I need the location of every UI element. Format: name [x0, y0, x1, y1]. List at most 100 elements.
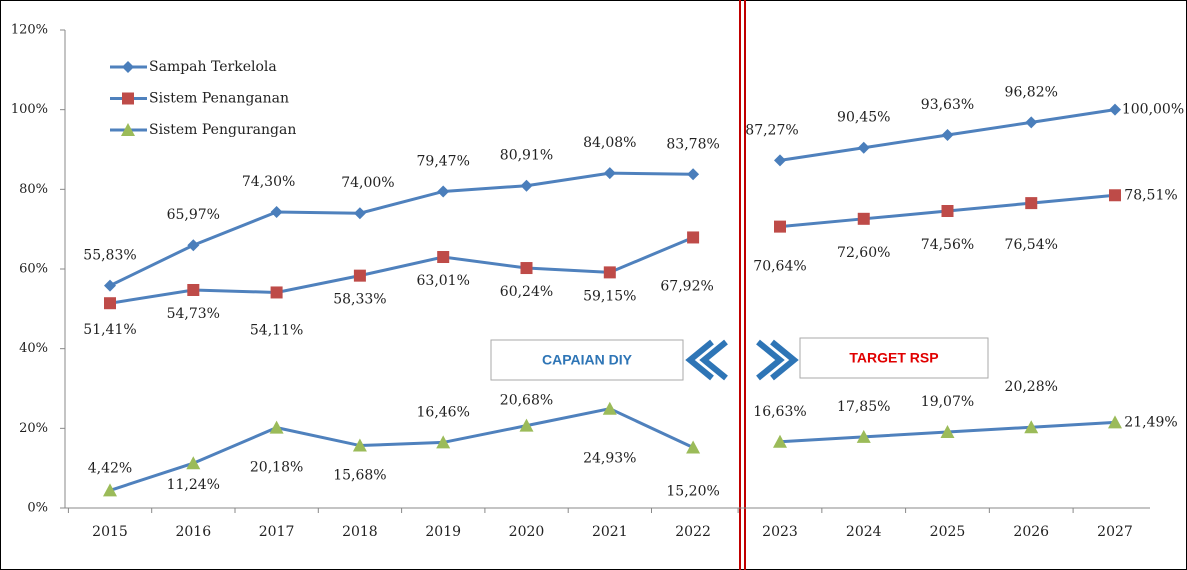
- x-tick-label: 2027: [1097, 524, 1133, 540]
- annotation-box: [799, 337, 989, 379]
- marker: [1024, 420, 1039, 434]
- y-tick-label: 0%: [27, 501, 48, 516]
- data-label: 80,91%: [500, 148, 553, 164]
- data-label: 96,82%: [1005, 84, 1058, 100]
- data-label: 79,47%: [417, 153, 470, 169]
- legend-marker: [122, 92, 134, 105]
- data-label: 72,60%: [837, 245, 890, 261]
- data-label: 90,45%: [837, 110, 890, 126]
- marker: [104, 297, 116, 310]
- marker: [857, 141, 870, 154]
- marker: [187, 283, 200, 296]
- marker: [187, 239, 200, 252]
- marker: [773, 434, 787, 448]
- data-label: 70,64%: [753, 259, 806, 275]
- annotation-box: [490, 339, 684, 381]
- x-tick-label: 2021: [592, 524, 628, 540]
- marker: [774, 154, 786, 167]
- legend-label: Sistem Penanganan: [149, 91, 289, 107]
- marker: [603, 167, 616, 180]
- marker: [940, 425, 955, 439]
- data-label: 59,15%: [583, 288, 636, 304]
- marker: [437, 185, 450, 198]
- data-label: 11,24%: [167, 477, 220, 493]
- chevron-right: [756, 339, 799, 381]
- data-label: 63,01%: [417, 273, 470, 289]
- x-tick-label: 2015: [92, 524, 128, 540]
- data-label: 67,92%: [660, 278, 713, 294]
- x-tick-label: 2024: [846, 524, 882, 540]
- x-tick-label: 2025: [930, 524, 966, 540]
- annotation: CAPAIAN DIY: [542, 352, 633, 368]
- data-label: 4,42%: [88, 460, 132, 476]
- marker: [353, 269, 366, 282]
- data-label: 54,11%: [250, 322, 303, 338]
- marker: [1025, 197, 1038, 210]
- marker: [857, 212, 870, 225]
- data-label: 51,41%: [83, 322, 136, 338]
- marker: [103, 483, 117, 497]
- marker: [1108, 415, 1122, 429]
- data-label: 58,33%: [333, 292, 386, 308]
- marker: [686, 440, 701, 454]
- marker: [687, 168, 700, 181]
- x-tick-label: 2016: [175, 524, 211, 540]
- data-label: 60,24%: [500, 284, 553, 300]
- marker: [1025, 116, 1038, 129]
- data-label: 15,20%: [666, 483, 719, 499]
- marker: [602, 401, 617, 415]
- x-tick-label: 2018: [342, 524, 378, 540]
- data-label: 17,85%: [837, 399, 890, 415]
- data-label: 20,28%: [1005, 379, 1058, 395]
- data-label: 100,00%: [1122, 102, 1184, 118]
- marker: [270, 206, 283, 219]
- marker: [687, 231, 700, 244]
- marker: [353, 207, 366, 220]
- marker: [519, 418, 534, 432]
- data-label: 55,83%: [83, 248, 136, 264]
- data-label: 74,00%: [341, 175, 394, 191]
- marker: [352, 438, 367, 452]
- marker: [941, 205, 954, 218]
- legend-label: Sampah Terkelola: [149, 59, 277, 75]
- marker: [1109, 103, 1121, 116]
- y-tick-label: 120%: [11, 23, 48, 38]
- y-tick-label: 40%: [19, 341, 48, 356]
- marker: [269, 420, 284, 434]
- series-line: [109, 171, 694, 287]
- marker: [436, 435, 451, 449]
- x-tick-label: 2020: [509, 524, 545, 540]
- data-label: 54,73%: [167, 306, 220, 322]
- data-label: 78,51%: [1124, 187, 1177, 203]
- data-label: 84,08%: [583, 135, 636, 151]
- y-tick-label: 100%: [11, 102, 48, 117]
- x-tick-label: 2026: [1013, 524, 1049, 540]
- marker: [270, 286, 283, 299]
- marker: [186, 456, 201, 470]
- marker: [856, 429, 871, 443]
- data-label: 76,54%: [1005, 237, 1058, 253]
- data-label: 20,18%: [250, 460, 303, 476]
- x-tick-label: 2017: [259, 524, 295, 540]
- marker: [603, 266, 616, 279]
- data-label: 83,78%: [666, 136, 719, 152]
- data-label: 16,46%: [417, 404, 470, 420]
- data-label: 24,93%: [583, 451, 636, 467]
- x-tick-label: 2019: [425, 524, 461, 540]
- series-line: [109, 236, 694, 305]
- data-label: 20,68%: [500, 393, 553, 409]
- data-label: 15,68%: [333, 468, 386, 484]
- series-line: [109, 407, 694, 492]
- legend-label: Sistem Pengurangan: [149, 122, 296, 138]
- x-tick-label: 2022: [675, 524, 711, 540]
- data-label: 87,27%: [745, 122, 798, 138]
- marker: [1109, 189, 1121, 202]
- data-label: 65,97%: [167, 207, 220, 223]
- y-tick-label: 60%: [19, 262, 48, 277]
- annotation: TARGET RSP: [849, 350, 938, 366]
- data-label: 19,07%: [921, 394, 974, 410]
- data-label: 16,63%: [753, 404, 806, 420]
- marker: [941, 129, 954, 142]
- data-label: 74,30%: [242, 174, 295, 190]
